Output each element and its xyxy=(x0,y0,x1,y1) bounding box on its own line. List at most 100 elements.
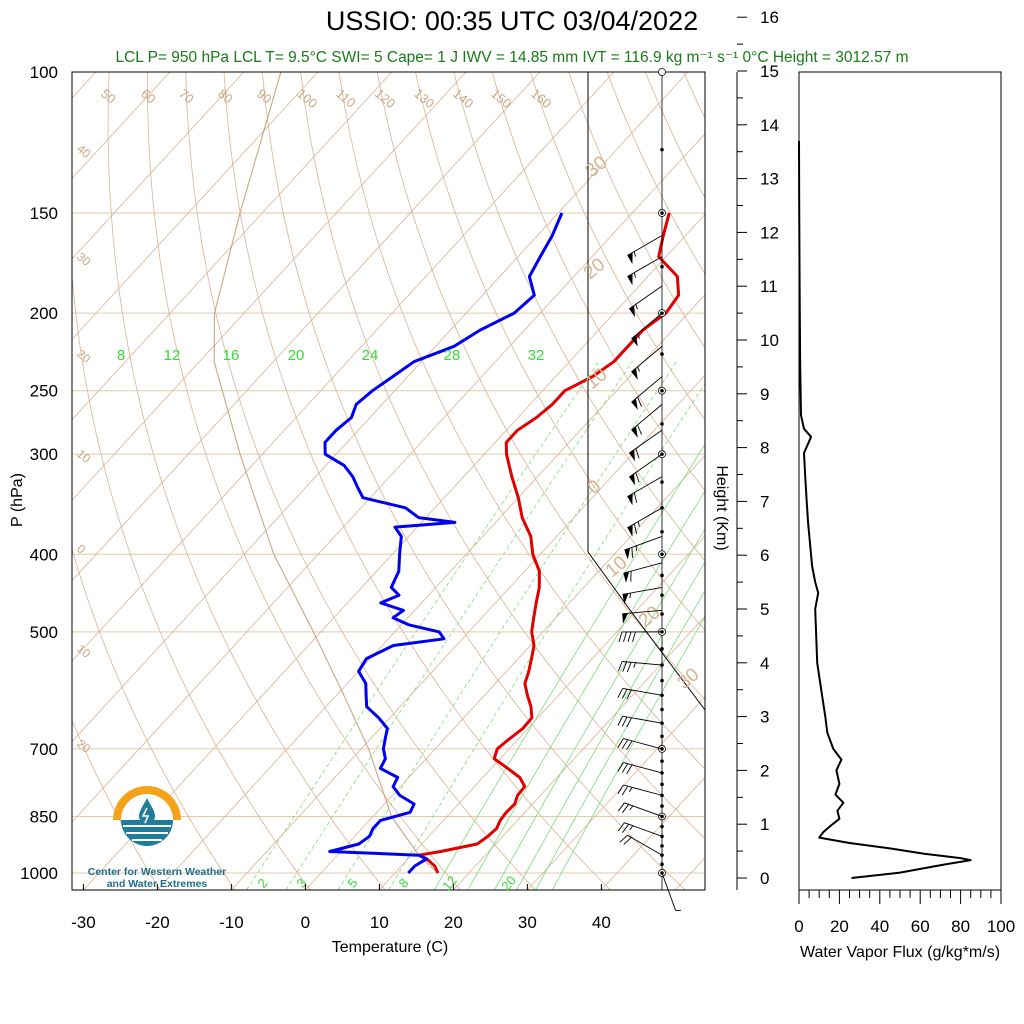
dry-adiabat-line xyxy=(568,72,705,349)
wind-level-dot xyxy=(660,612,664,616)
wind-barb xyxy=(617,661,663,673)
wind-level-dot xyxy=(660,862,664,866)
dry-adiabat-line xyxy=(415,72,705,631)
wind-barb-half xyxy=(629,592,631,599)
pressure-tick-label: 100 xyxy=(30,63,58,82)
wind-barb xyxy=(617,822,663,837)
wind-barb-half xyxy=(637,366,641,372)
wind-barb-full xyxy=(626,662,632,673)
isotherm-line xyxy=(305,455,705,890)
dry-adiabat-line xyxy=(376,72,705,701)
isotherm-label: 10 xyxy=(582,364,612,394)
isotherm-line xyxy=(601,776,705,890)
wind-barb xyxy=(624,535,663,560)
logo-line-1: Center for Western Weather xyxy=(87,866,227,878)
dry-adiabat-line xyxy=(683,72,705,120)
wind-barb xyxy=(628,429,663,462)
wind-level-dot xyxy=(660,759,664,763)
wind-barb xyxy=(617,802,663,817)
wind-barb-staff xyxy=(623,762,663,774)
wind-barb-flag xyxy=(629,449,635,462)
pressure-tick-label: 400 xyxy=(30,545,58,564)
wind-level-dot xyxy=(660,824,664,829)
dry-adiabat-line xyxy=(606,72,705,275)
wind-barb-full xyxy=(618,631,623,643)
wind-barb-full xyxy=(626,740,633,751)
mixing-ratio-label: 8 xyxy=(117,347,125,364)
wind-barb-full xyxy=(633,492,638,503)
wind-level-dot xyxy=(660,388,664,393)
mixing-ratio-line xyxy=(433,443,705,890)
wind-barb-staff xyxy=(631,345,663,373)
wind-level-dot xyxy=(660,573,664,578)
wind-barb-full xyxy=(633,523,638,535)
dry-adiabat-label: 160 xyxy=(528,86,554,111)
wind-barb-full xyxy=(622,661,628,672)
wind-barb-full xyxy=(621,739,629,749)
wind-barb-staff xyxy=(628,453,663,478)
wind-barb-full xyxy=(621,763,629,773)
pressure-tick-label: 850 xyxy=(30,807,58,826)
wind-barb-flag xyxy=(629,473,635,486)
isotherm-line xyxy=(72,72,393,421)
wind-barb-full xyxy=(617,738,624,748)
flux-tick-label: 60 xyxy=(911,917,930,936)
wind-barb-full xyxy=(617,762,624,772)
height-tick-label: 9 xyxy=(760,385,769,404)
wind-barb xyxy=(617,738,663,751)
isotherm-label: 20 xyxy=(74,347,93,367)
mixing-ratio-label: 12 xyxy=(164,347,181,364)
wind-level-dot xyxy=(660,678,664,683)
wind-barb-staff xyxy=(627,256,663,277)
flux-plot-frame xyxy=(798,71,1002,891)
wind-barb xyxy=(631,376,663,410)
height-tick-label: 11 xyxy=(760,277,778,296)
wind-barb-flag xyxy=(631,368,638,380)
isotherm-label: 30 xyxy=(74,250,93,270)
wind-barb-full xyxy=(621,688,628,699)
temperature-profile-line xyxy=(417,212,681,874)
wind-barb-half xyxy=(629,825,634,831)
wind-level-dot xyxy=(660,647,664,651)
dry-adiabat-line xyxy=(147,72,461,890)
mixing-ratio-label: 2 xyxy=(254,876,270,891)
pressure-axis-label: P (hPa) xyxy=(9,473,26,527)
mixing-ratio-label: 16 xyxy=(223,347,240,364)
wind-barb xyxy=(628,285,663,318)
wind-barb xyxy=(627,235,663,265)
logo-line-2: and Water Extremes xyxy=(106,878,208,890)
flux-tick-label: 20 xyxy=(830,917,849,936)
isotherm-line xyxy=(157,294,705,890)
wind-barb-full xyxy=(626,764,633,775)
dry-adiabat-line xyxy=(300,72,705,839)
height-tick-label: 0 xyxy=(760,869,769,888)
mixing-ratio-line xyxy=(246,361,600,890)
dry-adiabat-line xyxy=(107,72,386,890)
wind-barb-flag xyxy=(627,524,633,537)
wind-barb-full xyxy=(632,631,636,643)
isotherm-line xyxy=(72,72,245,260)
mixing-ratio-line xyxy=(337,361,677,890)
wind-barb xyxy=(617,715,663,728)
wind-barb-full xyxy=(617,822,625,832)
wind-barb-full xyxy=(623,837,632,845)
wind-barb-full xyxy=(619,834,628,843)
wind-level-circle xyxy=(658,68,666,76)
wind-barb-flag xyxy=(623,571,630,583)
mixing-ratio-label: 24 xyxy=(362,347,379,364)
dry-adiabat-line xyxy=(644,72,705,199)
wind-barb-staff xyxy=(622,661,663,666)
wind-level-dot xyxy=(660,352,664,356)
wind-level-dot xyxy=(660,147,664,152)
isotherm-label: 10 xyxy=(74,642,93,662)
dry-adiabat-label: 150 xyxy=(488,86,514,111)
chart-title: USSIO: 00:35 UTC 03/04/2022 xyxy=(325,6,699,36)
height-axis-label: Height (Km) xyxy=(713,465,730,550)
height-tick-label: 6 xyxy=(760,546,769,565)
wind-barb-full xyxy=(617,784,624,795)
height-tick-label: 13 xyxy=(760,170,779,189)
wind-barb-staff xyxy=(623,562,663,574)
height-tick-label: 4 xyxy=(760,654,769,673)
wind-barb-flag xyxy=(627,252,633,265)
dry-adiabat-line xyxy=(223,72,611,890)
